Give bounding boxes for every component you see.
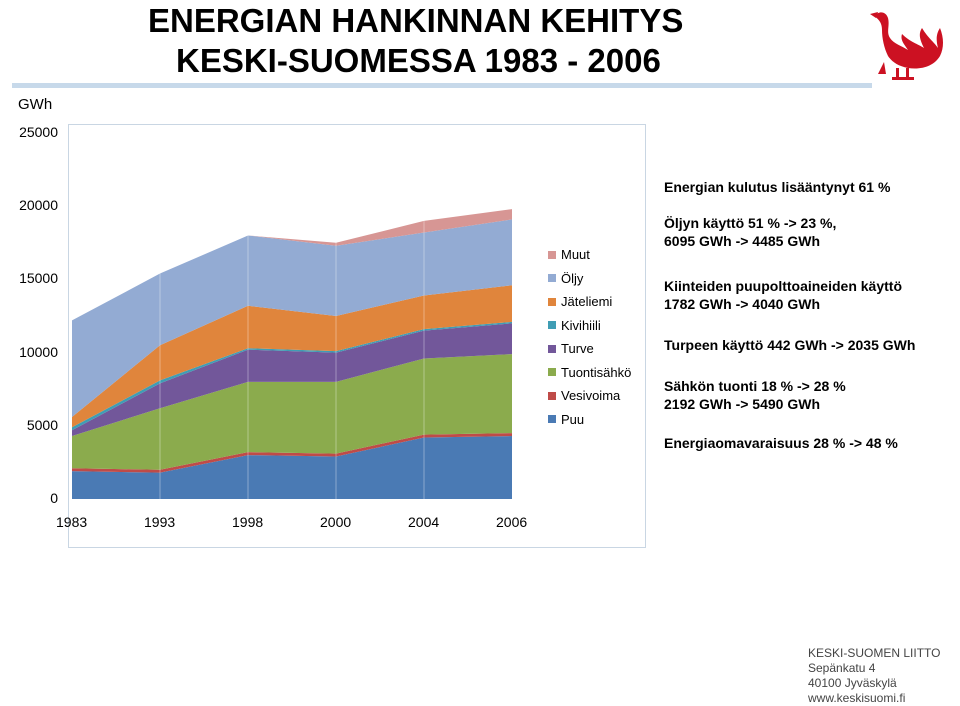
y-tick-label: 5000: [26, 416, 58, 433]
note-line: Energiaomavaraisuus 28 % -> 48 %: [664, 435, 898, 451]
footer-address: KESKI-SUOMEN LIITTO Sepänkatu 4 40100 Jy…: [808, 646, 940, 706]
legend-item: Turve: [548, 341, 594, 356]
x-tick-label: 1993: [144, 514, 176, 530]
note-block: Öljyn käyttö 51 % -> 23 %, 6095 GWh -> 4…: [664, 214, 836, 250]
note-block: Sähkön tuonti 18 % -> 28 % 2192 GWh -> 5…: [664, 377, 846, 413]
legend-label: Kivihiili: [561, 317, 601, 333]
chart-frame: [68, 124, 646, 548]
footer-organization: KESKI-SUOMEN LIITTO: [808, 646, 941, 660]
legend-label: Tuontisähkö: [561, 364, 632, 380]
legend-label: Öljy: [561, 270, 584, 286]
x-tick-label: 2004: [408, 514, 440, 530]
footer-city: 40100 Jyväskylä: [808, 676, 897, 690]
note-block: Energian kulutus lisääntynyt 61 %: [664, 178, 890, 196]
note-line: Kiinteiden puupolttoaineiden käyttö: [664, 278, 902, 294]
x-tick-label: 2006: [496, 514, 528, 530]
note-line: 2192 GWh -> 5490 GWh: [664, 396, 820, 412]
legend-item: Puu: [548, 412, 584, 427]
legend-item: Kivihiili: [548, 318, 601, 333]
area-series-7: [72, 209, 512, 321]
note-block: Turpeen käyttö 442 GWh -> 2035 GWh: [664, 336, 915, 354]
x-tick-label: 2000: [320, 514, 352, 530]
legend-item: Vesivoima: [548, 388, 620, 403]
legend-swatch: [548, 415, 556, 423]
area-series-3: [72, 323, 512, 437]
note-line: Öljyn käyttö 51 % -> 23 %,: [664, 215, 837, 231]
note-block: Kiinteiden puupolttoaineiden käyttö 1782 …: [664, 277, 902, 313]
y-axis-unit-label: GWh: [18, 96, 53, 113]
note-line: 1782 GWh -> 4040 GWh: [664, 296, 820, 312]
legend-swatch: [548, 344, 556, 353]
note-line: Energian kulutus lisääntynyt 61 %: [664, 179, 891, 195]
note-line: 6095 GWh -> 4485 GWh: [664, 233, 820, 249]
y-tick-label: 10000: [19, 343, 58, 360]
legend-swatch: [548, 297, 556, 306]
footer-website[interactable]: www.keskisuomi.fi: [808, 691, 906, 705]
legend-label: Puu: [561, 411, 585, 427]
area-series-0: [72, 436, 512, 499]
x-tick-label: 1998: [232, 514, 264, 530]
title-underline: [12, 83, 872, 88]
legend-label: Vesivoima: [561, 388, 621, 403]
y-tick-label: 25000: [19, 124, 58, 140]
footer-street: Sepänkatu 4: [808, 661, 876, 675]
legend-label: Muut: [561, 247, 590, 262]
legend-swatch: [548, 368, 556, 376]
area-series-2: [72, 354, 512, 470]
note-line: Turpeen käyttö 442 GWh -> 2035 GWh: [664, 337, 916, 353]
y-tick-label: 0: [50, 490, 58, 506]
area-series-6: [72, 219, 512, 418]
legend-item: Muut: [548, 247, 590, 262]
y-tick-label: 15000: [19, 270, 58, 287]
legend-swatch: [548, 321, 556, 329]
note-block: Energiaomavaraisuus 28 % -> 48 %: [664, 434, 898, 452]
legend-swatch: [548, 391, 556, 400]
x-tick-label: 1983: [56, 514, 88, 530]
title-line-1: ENERGIAN HANKINNAN KEHITYS: [148, 2, 684, 39]
legend-item: Tuontisähkö: [548, 365, 631, 380]
legend-item: Jäteliemi: [548, 294, 612, 309]
legend-item: Öljy: [548, 271, 583, 286]
legend-swatch: [548, 274, 556, 282]
legend-label: Turve: [561, 341, 594, 356]
legend-label: Jäteliemi: [561, 294, 613, 309]
y-tick-label: 20000: [19, 197, 58, 214]
capercaillie-crest-icon: [870, 12, 943, 80]
title-line-2: KESKI-SUOMESSA 1983 - 2006: [176, 42, 661, 79]
note-line: Sähkön tuonti 18 % -> 28 %: [664, 378, 846, 394]
legend-swatch: [548, 250, 556, 259]
area-series-5: [72, 285, 512, 428]
